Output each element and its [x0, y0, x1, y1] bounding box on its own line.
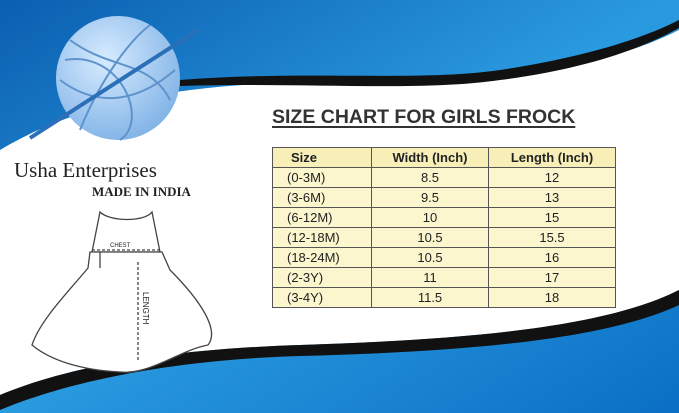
table-row: (0-3M) 8.5 12 [272, 167, 616, 188]
table-cell: 10 [371, 207, 489, 228]
table-cell: 9.5 [371, 187, 489, 208]
table-cell: 15 [488, 207, 616, 228]
table-row: (3-4Y) 11.5 18 [272, 287, 616, 308]
table-body: (0-3M) 8.5 12 (3-6M) 9.5 13 (6-12M) 10 15 (12-18M… [272, 167, 616, 308]
table-cell: 17 [488, 267, 616, 288]
swoosh-edge [0, 290, 679, 410]
table-cell: (0-3M) [272, 167, 372, 188]
size-table: Size Width (Inch) Length (Inch) (0-3M) 8.5 12… [272, 147, 616, 308]
chest-label: CHEST [110, 243, 131, 249]
table-cell: (3-4Y) [272, 287, 372, 308]
yarn-ball [28, 16, 200, 141]
brand: Usha Enterprises [14, 158, 157, 182]
header-cell: Width (Inch) [371, 147, 489, 168]
dress [31, 210, 213, 373]
table-row: (3-6M) 9.5 13 [272, 187, 616, 208]
length-label: LENGTH [141, 292, 150, 325]
table-cell: (3-6M) [272, 187, 372, 208]
table-cell: 8.5 [371, 167, 489, 188]
made-in: MADE IN INDIA [92, 184, 191, 199]
table-cell: 18 [488, 287, 616, 308]
table-cell: 16 [488, 247, 616, 268]
header-cell: Size [272, 147, 372, 168]
table-cell: 12 [488, 167, 616, 188]
table-cell: (18-24M) [272, 247, 372, 268]
header-row: Size Width (Inch) Length (Inch) [272, 147, 616, 168]
table-cell: 11 [371, 267, 489, 288]
swoosh-top [180, 20, 679, 87]
table-cell: (6-12M) [272, 207, 372, 228]
table-cell: (2-3Y) [272, 267, 372, 288]
header-cell: Length (Inch) [488, 147, 616, 168]
table-cell: (12-18M) [272, 227, 372, 248]
table-row: (2-3Y) 11 17 [272, 267, 616, 288]
table-row: (6-12M) 10 15 [272, 207, 616, 228]
table-cell: 10.5 [371, 247, 489, 268]
table-row: (18-24M) 10.5 16 [272, 247, 616, 268]
table-cell: 13 [488, 187, 616, 208]
table-cell: 15.5 [488, 227, 616, 248]
table-row: (12-18M) 10.5 15.5 [272, 227, 616, 248]
table-cell: 10.5 [371, 227, 489, 248]
chart-title: SIZE CHART FOR GIRLS FROCK [272, 106, 576, 128]
table-cell: 11.5 [371, 287, 489, 308]
